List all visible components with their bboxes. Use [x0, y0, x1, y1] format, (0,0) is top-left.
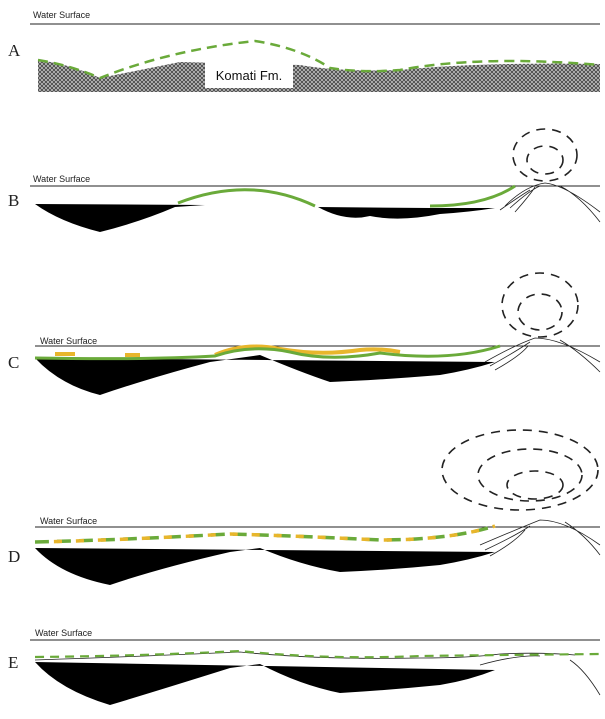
- green-layer: [429, 184, 516, 208]
- panel-label: C: [8, 353, 19, 372]
- eruption: [512, 128, 578, 182]
- green-layer: [34, 649, 601, 659]
- green-layer: [37, 39, 601, 80]
- formation-label: Komati Fm.: [216, 68, 282, 83]
- water-label: Water Surface: [40, 516, 97, 526]
- panel-label: A: [8, 41, 21, 60]
- eruption: [506, 470, 564, 500]
- eruption: [526, 145, 564, 175]
- eruption: [441, 429, 599, 511]
- water-label: Water Surface: [40, 336, 97, 346]
- eruption: [477, 448, 583, 502]
- panel-c: Water Surface C: [8, 272, 601, 395]
- volcano: [499, 182, 601, 223]
- rock: [35, 204, 205, 232]
- yellow-layer: [55, 344, 401, 357]
- komati-formation: [38, 60, 600, 92]
- eruption: [501, 272, 579, 338]
- green-layer: [34, 344, 501, 361]
- green-layer: [177, 188, 316, 208]
- panel-a: Water Surface A Komati Fm.: [8, 10, 601, 92]
- volcano: [479, 519, 601, 557]
- panel-b: Water Surface B: [8, 128, 601, 232]
- yellow-layer: [39, 524, 496, 544]
- panel-e: Water Surface E: [8, 628, 601, 705]
- rock: [35, 662, 495, 705]
- eruption: [517, 293, 563, 331]
- label-box: [205, 62, 293, 88]
- panel-label: D: [8, 547, 20, 566]
- water-label: Water Surface: [33, 10, 90, 20]
- water-label: Water Surface: [35, 628, 92, 638]
- rock: [318, 207, 495, 219]
- rock: [35, 355, 495, 395]
- panel-d: Water Surface D: [8, 429, 601, 585]
- panel-label: B: [8, 191, 19, 210]
- water-label: Water Surface: [33, 174, 90, 184]
- panel-label: E: [8, 653, 18, 672]
- rock: [35, 548, 495, 585]
- volcano: [484, 337, 601, 373]
